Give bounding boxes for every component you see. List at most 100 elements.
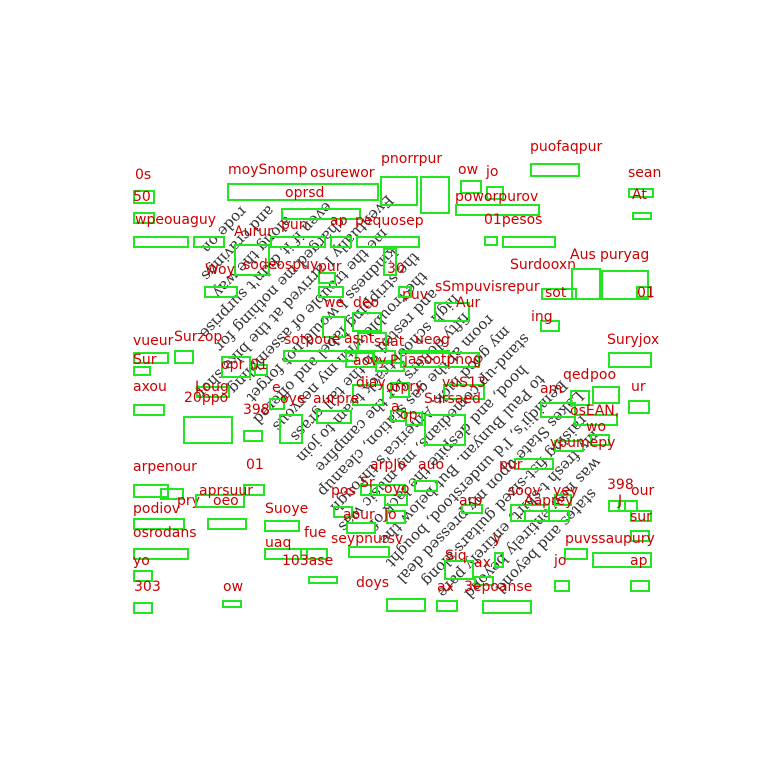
detection-box	[234, 244, 270, 276]
detection-box	[279, 414, 303, 444]
detection-label: Loug	[195, 379, 229, 395]
detection-box	[592, 552, 652, 568]
detection-box	[133, 518, 185, 530]
detection-box	[540, 320, 560, 332]
detection-box	[443, 384, 485, 400]
detection-label: fue	[304, 525, 327, 541]
detection-box	[554, 494, 572, 506]
detection-label: jasootpnog	[404, 352, 482, 368]
detection-box	[360, 484, 378, 496]
detection-label: Sursaed	[424, 391, 481, 407]
detection-label: we	[324, 295, 345, 311]
detection-label: auo	[418, 457, 445, 473]
detection-box	[330, 236, 352, 248]
detection-label: axou	[133, 379, 167, 395]
detection-label: puryag	[600, 247, 650, 263]
detection-box	[636, 286, 652, 298]
detection-label: 01	[246, 457, 264, 473]
detection-box	[243, 484, 265, 496]
detection-box	[316, 410, 352, 424]
detection-box	[424, 414, 466, 446]
detection-label: arpJo	[370, 457, 406, 473]
detection-label: asnt	[344, 331, 375, 347]
detection-label: 398	[243, 402, 270, 418]
detection-box	[308, 576, 338, 584]
detection-box	[133, 484, 169, 498]
detection-box	[300, 548, 328, 560]
detection-box	[420, 176, 450, 214]
detection-label: aovy	[353, 353, 387, 369]
detection-label: puofaqpur	[530, 139, 603, 155]
detection-box	[352, 384, 384, 406]
detection-box	[383, 248, 397, 276]
detection-label: 0s	[135, 167, 152, 183]
detection-box	[195, 494, 245, 508]
detection-box	[414, 480, 438, 492]
detection-box	[318, 272, 336, 284]
detection-label: pnorrpur	[381, 151, 443, 167]
detection-box	[345, 352, 375, 368]
detection-label: Aaprey	[524, 493, 574, 509]
detection-label: Suryjox	[607, 332, 660, 348]
detection-label: P	[390, 353, 399, 369]
detection-label: pry	[177, 493, 200, 509]
detection-box	[222, 600, 242, 608]
detection-box	[243, 430, 263, 442]
detection-box	[541, 288, 577, 300]
detection-label: 01	[637, 285, 655, 301]
detection-box	[486, 186, 504, 200]
detection-label: J	[618, 493, 623, 509]
detection-box	[204, 286, 238, 298]
detection-label: arpenour	[133, 459, 197, 475]
detection-box	[356, 236, 420, 248]
detection-box	[384, 494, 408, 506]
detection-label: At	[632, 187, 647, 203]
detection-label: podiov	[133, 501, 181, 517]
detection-box	[264, 520, 300, 532]
detection-box	[346, 522, 376, 534]
detection-box	[574, 414, 618, 426]
detection-box	[436, 600, 458, 612]
detection-box	[133, 404, 165, 416]
detection-label: deo	[353, 295, 380, 311]
detection-label: 20ppo	[184, 390, 229, 406]
detection-label: jo	[554, 553, 567, 569]
detection-box	[630, 580, 650, 592]
detection-label: Sr	[360, 475, 375, 491]
detection-label: osrodans	[133, 525, 197, 541]
detection-label: uaq	[265, 535, 292, 551]
detection-box	[405, 412, 423, 426]
detection-label: sSmpuvisrepur	[435, 279, 540, 295]
detection-label: osEAN,	[570, 403, 620, 419]
detection-label: arp	[459, 493, 483, 509]
detection-label: oeo	[213, 493, 239, 509]
detection-box	[133, 602, 153, 614]
detection-label: sean	[628, 165, 662, 181]
detection-label: Siq	[445, 548, 467, 564]
detection-box	[482, 600, 532, 614]
detection-box	[133, 190, 155, 204]
detection-box	[628, 400, 650, 414]
detection-box	[133, 366, 151, 376]
detection-label: seypnursv	[331, 531, 404, 547]
detection-box	[133, 236, 189, 248]
detection-label: moySnomp	[228, 162, 308, 178]
detection-label: 398	[607, 477, 634, 493]
detection-box	[592, 386, 620, 404]
detection-box	[386, 598, 426, 612]
detection-box	[207, 518, 247, 530]
detection-label: sodeospuy	[243, 257, 319, 273]
detection-label: Woy	[205, 262, 235, 278]
detection-label: diay	[356, 375, 386, 391]
detection-box	[455, 204, 540, 216]
detection-box	[474, 576, 494, 586]
detection-label: ow	[223, 579, 244, 595]
detection-label: 3epoanse	[464, 579, 533, 595]
detection-box	[461, 504, 483, 514]
detection-box	[570, 390, 590, 406]
detection-box	[352, 312, 382, 332]
detection-box	[571, 268, 601, 300]
detection-box	[444, 560, 474, 580]
detection-label: aour	[343, 507, 375, 523]
